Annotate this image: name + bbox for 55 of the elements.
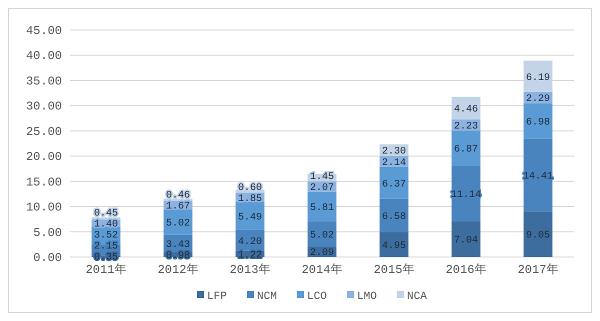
y-tick-label: 5.00: [33, 226, 62, 240]
legend-label: NCM: [257, 291, 277, 303]
y-tick-label: 45.00: [26, 24, 62, 38]
y-tick-label: 40.00: [26, 49, 62, 64]
y-tick-label: 0.00: [33, 251, 62, 265]
data-label: 9.05: [526, 230, 550, 242]
data-label: 3.43: [166, 240, 190, 251]
data-label: 7.04: [454, 236, 478, 247]
data-label: 2.14: [382, 158, 406, 169]
legend-label: LMO: [357, 291, 378, 303]
x-tick-label: 2017年: [518, 263, 558, 277]
data-label: 4.46: [454, 104, 478, 116]
data-label: 6.87: [454, 144, 478, 156]
y-tick-label: 30.00: [26, 100, 62, 114]
data-label: 0.46: [166, 190, 190, 202]
legend-label: LFP: [207, 291, 228, 303]
data-label: 0.45: [94, 208, 118, 220]
data-label: 2.30: [382, 146, 406, 158]
data-label: 6.37: [382, 179, 406, 190]
data-label: 2.29: [526, 94, 550, 106]
data-label: 4.20: [238, 236, 262, 248]
data-label: 6.98: [526, 118, 550, 129]
x-tick-label: 2013年: [230, 263, 270, 277]
y-tick-label: 15.00: [26, 175, 62, 190]
y-tick-label: 10.00: [26, 200, 62, 215]
data-label: 2.09: [310, 248, 334, 260]
data-label: 3.52: [94, 230, 118, 242]
data-label: 2.15: [94, 242, 118, 253]
x-tick-label: 2011年: [86, 263, 126, 277]
data-label: 1.45: [310, 172, 334, 184]
data-label: 4.95: [382, 241, 406, 252]
bar: [524, 138, 552, 212]
data-label: 5.02: [310, 230, 334, 242]
data-label: 6.19: [526, 72, 550, 84]
data-label: 1.40: [94, 220, 118, 231]
data-label: 5.81: [310, 202, 334, 214]
legend-label: LCO: [307, 291, 328, 303]
data-label: 2.07: [310, 183, 334, 194]
data-label: 14.41: [522, 172, 554, 183]
data-label: 5.49: [238, 212, 262, 224]
data-label: 1.67: [166, 202, 190, 213]
x-tick-label: 2014年: [302, 263, 342, 277]
data-label: 0.60: [238, 182, 262, 194]
data-label: 1.85: [238, 194, 262, 205]
data-label: 5.02: [166, 218, 190, 230]
data-label: 2.23: [454, 122, 478, 133]
legend-label: NCA: [407, 291, 428, 303]
y-tick-label: 25.00: [26, 124, 62, 139]
x-tick-label: 2016年: [446, 263, 486, 277]
data-label: 11.14: [450, 190, 482, 201]
y-tick-label: 35.00: [26, 74, 62, 88]
x-tick-label: 2012年: [158, 263, 198, 277]
y-tick-label: 20.00: [26, 150, 62, 164]
x-tick-label: 2015年: [374, 263, 414, 277]
data-label: 6.58: [382, 212, 406, 223]
